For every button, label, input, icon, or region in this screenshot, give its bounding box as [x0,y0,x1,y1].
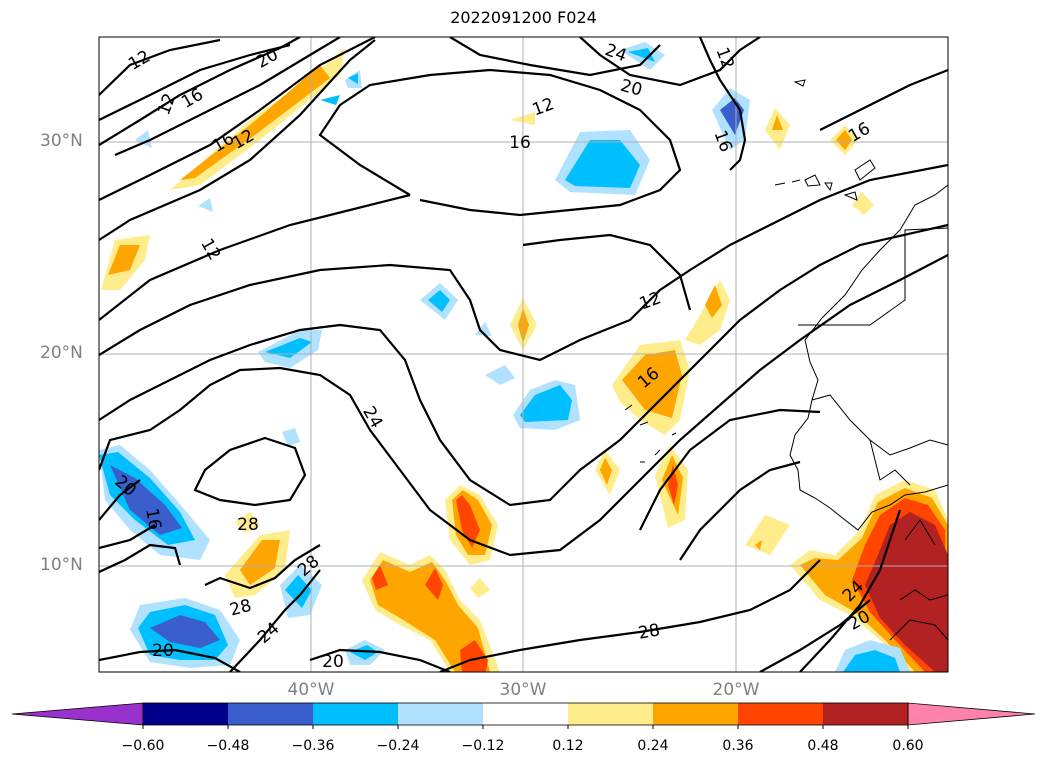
colorbar-segment [143,703,228,725]
colorbar-segment [313,703,398,725]
contour-label: 16 [509,133,531,153]
lon-label-30w: 30°W [499,680,547,700]
contour-label: 24 [602,40,629,66]
coastlines [624,79,948,641]
colorbar-segment [653,703,738,725]
colorbar-tick-label: 0.36 [722,738,754,754]
colorbar-extend-low [11,702,144,726]
lat-label-20n: 20°N [40,343,83,363]
colorbar-segment [568,703,653,725]
colorbar-tick-label: −0.48 [206,738,250,754]
colorbar-extend-high [907,702,1036,726]
colorbar-segment [738,703,823,725]
contour-label: 20 [152,641,174,661]
colorbar-tick-label: −0.24 [376,738,420,754]
colorbar-segment [398,703,483,725]
contour-label: 12 [125,47,154,75]
lon-label-20w: 20°W [712,680,760,700]
colorbar-segment [823,703,908,725]
shaded-field [99,42,948,672]
colorbar-tick-label: −0.60 [121,738,165,754]
contour-label: 24 [358,403,386,432]
colorbar-tick-label: 0.60 [892,738,924,754]
contour-labels: 12 20 12 16 16 12 12 16 24 20 12 16 16 1… [110,40,873,672]
colorbar-frame [142,702,909,726]
contour-label: 20 [322,652,344,672]
colorbar-tick-label: 0.24 [637,738,669,754]
colorbar-tick-label: 0.12 [552,738,584,754]
colorbar-segment [228,703,313,725]
contour-label: 28 [228,596,254,621]
contour-label: 16 [141,507,164,532]
colorbar [11,702,1036,729]
map-frame [98,36,949,673]
contour-lines [99,37,948,672]
colorbar-tick-label: 0.48 [807,738,839,754]
colorbar-segment [483,703,568,725]
contour-label: 20 [618,76,644,101]
colorbar-tick-label: −0.36 [291,738,335,754]
contour-label: 16 [178,85,207,113]
contour-label: 24 [254,619,283,648]
contour-label: 28 [637,620,662,643]
contour-label: 12 [712,45,738,72]
lat-label-10n: 10°N [40,555,83,575]
gridlines [99,37,948,672]
contour-label: 12 [154,91,180,118]
lat-label-30n: 30°N [40,131,83,151]
map-title: 2022091200 F024 [450,8,597,27]
colorbar-tick-label: −0.12 [461,738,505,754]
contour-label: 28 [237,515,259,535]
lon-label-40w: 40°W [287,680,335,700]
